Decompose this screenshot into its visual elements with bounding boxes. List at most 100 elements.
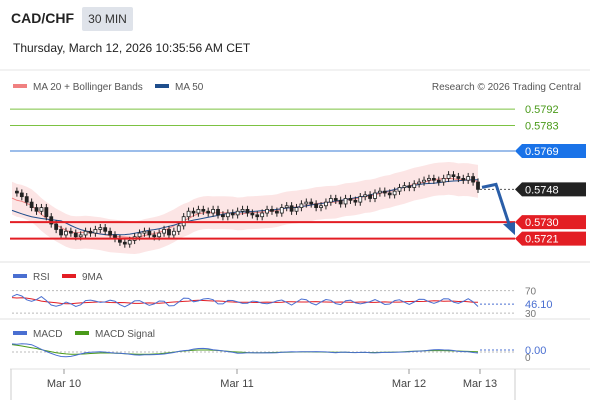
last-price-label: 0.5748 [525, 184, 559, 196]
candle [289, 202, 294, 215]
x-tick-label-2: Mar 12 [392, 378, 426, 390]
legend-label-rsi: RSI [33, 272, 50, 283]
candle [422, 176, 426, 186]
candle [314, 200, 319, 212]
candle [68, 227, 73, 237]
candle [476, 178, 480, 193]
candle [274, 207, 279, 217]
candle [142, 227, 147, 237]
legend-label-9ma: 9MA [82, 272, 103, 283]
rsi-legend: RSI 9MA [13, 272, 103, 283]
candle [441, 174, 446, 186]
candle [167, 225, 171, 239]
candle [436, 176, 441, 186]
x-tick-label-3: Mar 13 [463, 378, 497, 390]
candle [230, 209, 235, 219]
candle [358, 193, 363, 206]
level-tag-3 [515, 215, 586, 230]
candles [15, 171, 480, 248]
symbol-title: CAD/CHF [11, 10, 74, 26]
candle [19, 189, 24, 201]
candle [108, 227, 113, 239]
x-tick-label-0: Mar 10 [47, 378, 81, 390]
candle [412, 180, 417, 192]
candle [103, 224, 108, 235]
candle [93, 225, 98, 237]
rsi-level-label-0: 70 [525, 287, 537, 298]
level-label-2: 0.5769 [525, 146, 559, 158]
rsi-level-label-1: 30 [525, 309, 537, 320]
candle [279, 203, 284, 217]
candle [39, 203, 44, 215]
macd-legend: MACD MACD Signal [13, 329, 155, 340]
candle [270, 205, 274, 215]
candle [15, 187, 19, 197]
candle [250, 209, 255, 219]
rsi-last-label: 46.10 [525, 299, 553, 311]
legend-swatch-9ma [62, 274, 76, 278]
last-price-tag [515, 182, 586, 197]
legend-swatch-rsi [13, 274, 27, 278]
candle [255, 211, 260, 221]
candle [353, 196, 358, 206]
candle [186, 207, 191, 221]
level-label-3: 0.5730 [525, 217, 559, 229]
level-tag-2 [515, 144, 586, 159]
timeframe-badge[interactable]: 30 MIN [82, 7, 133, 31]
forecast-arrow [481, 182, 512, 228]
candle [98, 224, 103, 234]
candle [122, 238, 127, 248]
candle [235, 207, 240, 219]
candle [44, 203, 49, 221]
candle [427, 174, 431, 184]
price-legend: MA 20 + Bollinger Bands MA 50 Research ©… [13, 82, 581, 93]
forecast-arrowhead [503, 222, 515, 236]
candle [466, 172, 471, 184]
rsi-line [11, 293, 479, 308]
candle [324, 198, 328, 210]
candle [348, 194, 353, 204]
candle [171, 227, 176, 239]
level-tag-4 [515, 231, 586, 246]
candle [333, 194, 338, 204]
candle [83, 227, 88, 239]
price-levels: 0.5792 0.5783 0.5769 0.5730 0.5721 0.5748 [10, 104, 586, 246]
candle [162, 225, 166, 237]
candle [221, 211, 225, 221]
candle [446, 171, 451, 183]
candle [211, 205, 216, 217]
level-label-1: 0.5783 [525, 121, 559, 133]
price-panel [11, 162, 480, 254]
candle [373, 189, 377, 203]
candle [397, 183, 402, 195]
candle [206, 207, 211, 217]
candle [176, 222, 181, 235]
candle [34, 203, 39, 215]
candle [196, 205, 201, 217]
macd-panel: 00.00 [11, 343, 546, 364]
legend-label-macd-signal: MACD Signal [95, 329, 155, 340]
candle [24, 193, 29, 206]
candle [265, 205, 269, 217]
macd-line [11, 343, 479, 358]
bollinger-band [12, 162, 478, 254]
candle [309, 198, 314, 208]
macd-level-label: 0 [525, 353, 531, 364]
legend-label-ma20: MA 20 + Bollinger Bands [33, 82, 143, 93]
candle [225, 209, 230, 221]
legend-swatch-ma50 [155, 84, 169, 88]
candle [147, 227, 152, 239]
candle [319, 202, 323, 212]
rsi-ma-line [11, 297, 478, 305]
candle [338, 196, 343, 208]
legend-label-ma50: MA 50 [175, 82, 204, 93]
candle [64, 227, 68, 239]
attribution: Research © 2026 Trading Central [432, 82, 581, 93]
candle [299, 200, 304, 212]
candle [377, 187, 382, 197]
legend-swatch-macd-signal [75, 331, 89, 335]
candle [402, 182, 407, 192]
candle [260, 209, 265, 221]
